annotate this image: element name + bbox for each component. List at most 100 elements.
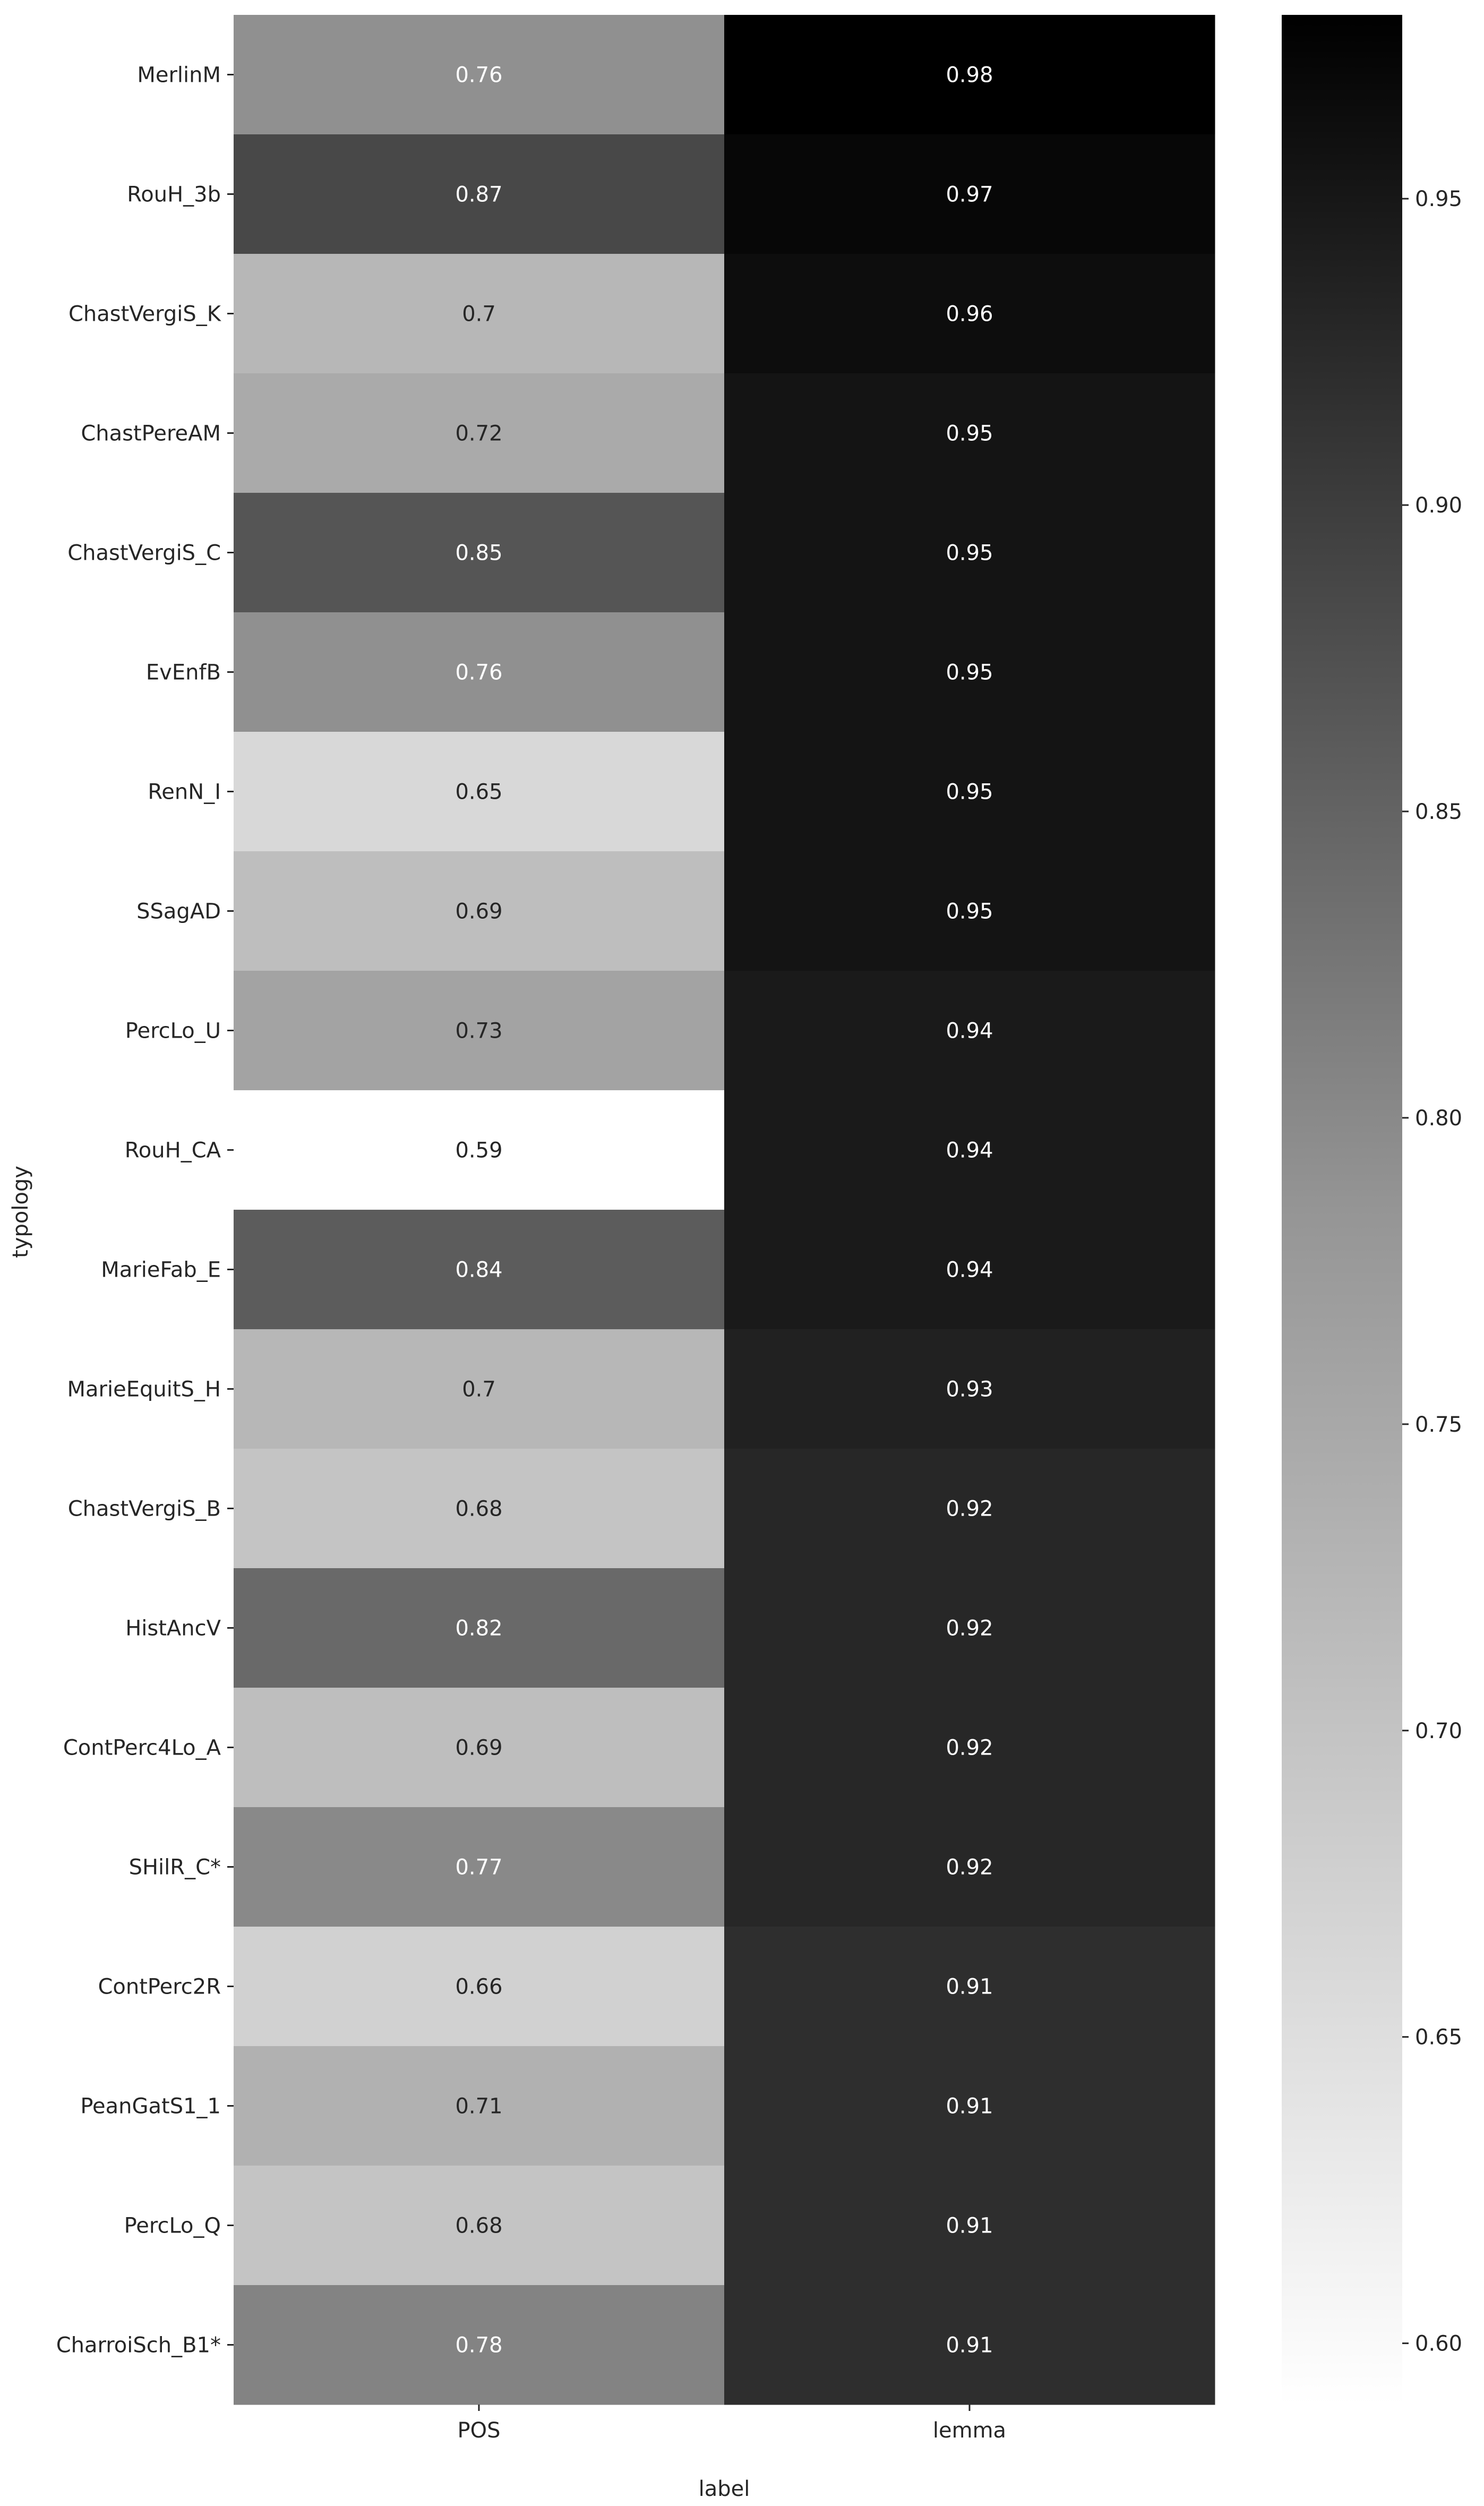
heatmap-cell xyxy=(234,1449,725,1569)
cell-value-labels: 0.76 0.98 0.87 0.97 0.7 0.96 0.72 0.95 0.85 0.95 0… xyxy=(455,63,993,2358)
colorbar-ticks: 0.60 0.65 0.70 0.75 0.80 0.85 0.90 0.95 xyxy=(1402,187,1462,2356)
cell-value-label: 0.92 xyxy=(946,1497,993,1521)
heatmap-cell xyxy=(234,732,725,852)
heatmap-cell xyxy=(724,732,1215,852)
colorbar-tick-label: 0.80 xyxy=(1415,1106,1462,1131)
x-tick-label: lemma xyxy=(933,2418,1006,2443)
cell-value-label: 0.7 xyxy=(462,1378,496,1402)
heatmap-cell xyxy=(234,373,725,493)
y-tick-label: MerlinM xyxy=(137,63,221,88)
cell-value-label: 0.87 xyxy=(455,183,502,207)
y-tick-label: EvEnfB xyxy=(146,661,221,685)
heatmap-cell xyxy=(724,2046,1215,2166)
heatmap-cell xyxy=(234,1329,725,1449)
cell-value-label: 0.65 xyxy=(455,780,502,805)
cell-value-label: 0.76 xyxy=(455,63,502,88)
cell-value-label: 0.93 xyxy=(946,1378,993,1402)
cell-value-label: 0.95 xyxy=(946,541,993,566)
colorbar-tick-label: 0.95 xyxy=(1415,187,1462,211)
colorbar-gradient xyxy=(1282,15,1402,2405)
heatmap-cell xyxy=(234,2166,725,2286)
cell-value-label: 0.96 xyxy=(946,302,993,327)
heatmap-cell xyxy=(724,493,1215,613)
heatmap-cell xyxy=(724,373,1215,493)
y-tick-label: CharroiSch_B1* xyxy=(56,2333,221,2358)
y-tick-label: HistAncV xyxy=(125,1617,221,1641)
cell-value-label: 0.91 xyxy=(946,2333,993,2358)
cell-value-label: 0.69 xyxy=(455,1736,502,1760)
heatmap-cell xyxy=(724,254,1215,374)
cell-value-label: 0.92 xyxy=(946,1855,993,1880)
heatmap-cell xyxy=(234,1927,725,2047)
y-tick-label: RenN_I xyxy=(148,780,221,805)
heatmap-cell xyxy=(724,1449,1215,1569)
y-tick-label: PercLo_Q xyxy=(124,2214,221,2238)
heatmap-cell xyxy=(724,971,1215,1091)
heatmap-cell xyxy=(234,1568,725,1688)
colorbar-tick-label: 0.65 xyxy=(1415,2025,1462,2050)
cell-value-label: 0.69 xyxy=(455,900,502,924)
cell-value-label: 0.77 xyxy=(455,1855,502,1880)
x-tick-label: POS xyxy=(458,2418,501,2443)
cell-value-label: 0.95 xyxy=(946,422,993,446)
y-tick-label: ContPerc4Lo_A xyxy=(63,1736,221,1760)
colorbar-tick-label: 0.70 xyxy=(1415,1719,1462,1743)
heatmap-cell xyxy=(724,1090,1215,1210)
cell-value-label: 0.94 xyxy=(946,1258,993,1282)
cell-value-label: 0.91 xyxy=(946,2214,993,2238)
cell-value-label: 0.91 xyxy=(946,1975,993,1999)
colorbar-tick-label: 0.75 xyxy=(1415,1413,1462,1437)
y-axis: MerlinM RouH_3b ChastVergiS_K ChastPereAM Ch… xyxy=(56,63,234,2358)
y-tick-label: MarieEquitS_H xyxy=(67,1378,221,1402)
heatmap-cell xyxy=(724,1568,1215,1688)
heatmap-cells xyxy=(234,15,1215,2405)
y-tick-label: PercLo_U xyxy=(125,1019,221,1044)
heatmap-cell xyxy=(234,15,725,135)
colorbar xyxy=(1282,15,1402,2405)
heatmap-cell xyxy=(724,1927,1215,2047)
y-tick-label: RouH_3b xyxy=(127,183,221,207)
cell-value-label: 0.73 xyxy=(455,1019,502,1044)
cell-value-label: 0.95 xyxy=(946,780,993,805)
y-tick-label: ChastVergiS_B xyxy=(68,1497,221,1521)
y-tick-label: ContPerc2R xyxy=(98,1975,221,1999)
x-axis: POS lemma xyxy=(458,2405,1006,2443)
heatmap-cell xyxy=(724,1329,1215,1449)
cell-value-label: 0.85 xyxy=(455,541,502,566)
y-tick-label: MarieFab_E xyxy=(101,1258,221,1282)
cell-value-label: 0.59 xyxy=(455,1139,502,1163)
colorbar-tick-label: 0.90 xyxy=(1415,493,1462,518)
heatmap-cell xyxy=(724,134,1215,254)
heatmap-cell xyxy=(234,612,725,732)
cell-value-label: 0.92 xyxy=(946,1617,993,1641)
heatmap-cell xyxy=(724,1210,1215,1330)
heatmap-cell xyxy=(234,2046,725,2166)
heatmap-cell xyxy=(724,1688,1215,1808)
cell-value-label: 0.92 xyxy=(946,1736,993,1760)
heatmap-cell xyxy=(234,1090,725,1210)
y-tick-label: SHilR_C* xyxy=(129,1855,221,1880)
cell-value-label: 0.98 xyxy=(946,63,993,88)
heatmap-cell xyxy=(234,1688,725,1808)
colorbar-tick-label: 0.85 xyxy=(1415,800,1462,824)
cell-value-label: 0.78 xyxy=(455,2333,502,2358)
cell-value-label: 0.84 xyxy=(455,1258,502,1282)
heatmap-cell xyxy=(234,254,725,374)
heatmap-cell xyxy=(724,2285,1215,2405)
y-tick-label: ChastVergiS_C xyxy=(67,541,221,566)
y-tick-label: SSagAD xyxy=(136,900,221,924)
y-tick-label: RouH_CA xyxy=(125,1139,221,1163)
colorbar-tick-label: 0.60 xyxy=(1415,2332,1462,2356)
cell-value-label: 0.91 xyxy=(946,2094,993,2119)
heatmap-cell xyxy=(234,2285,725,2405)
heatmap-cell xyxy=(724,851,1215,971)
cell-value-label: 0.71 xyxy=(455,2094,502,2119)
cell-value-label: 0.66 xyxy=(455,1975,502,1999)
x-axis-title: label xyxy=(699,2477,750,2501)
cell-value-label: 0.7 xyxy=(462,302,496,327)
y-axis-title: typology xyxy=(8,1166,33,1258)
cell-value-label: 0.94 xyxy=(946,1139,993,1163)
heatmap-cell xyxy=(234,971,725,1091)
y-tick-label: ChastVergiS_K xyxy=(68,302,222,327)
cell-value-label: 0.68 xyxy=(455,2214,502,2238)
